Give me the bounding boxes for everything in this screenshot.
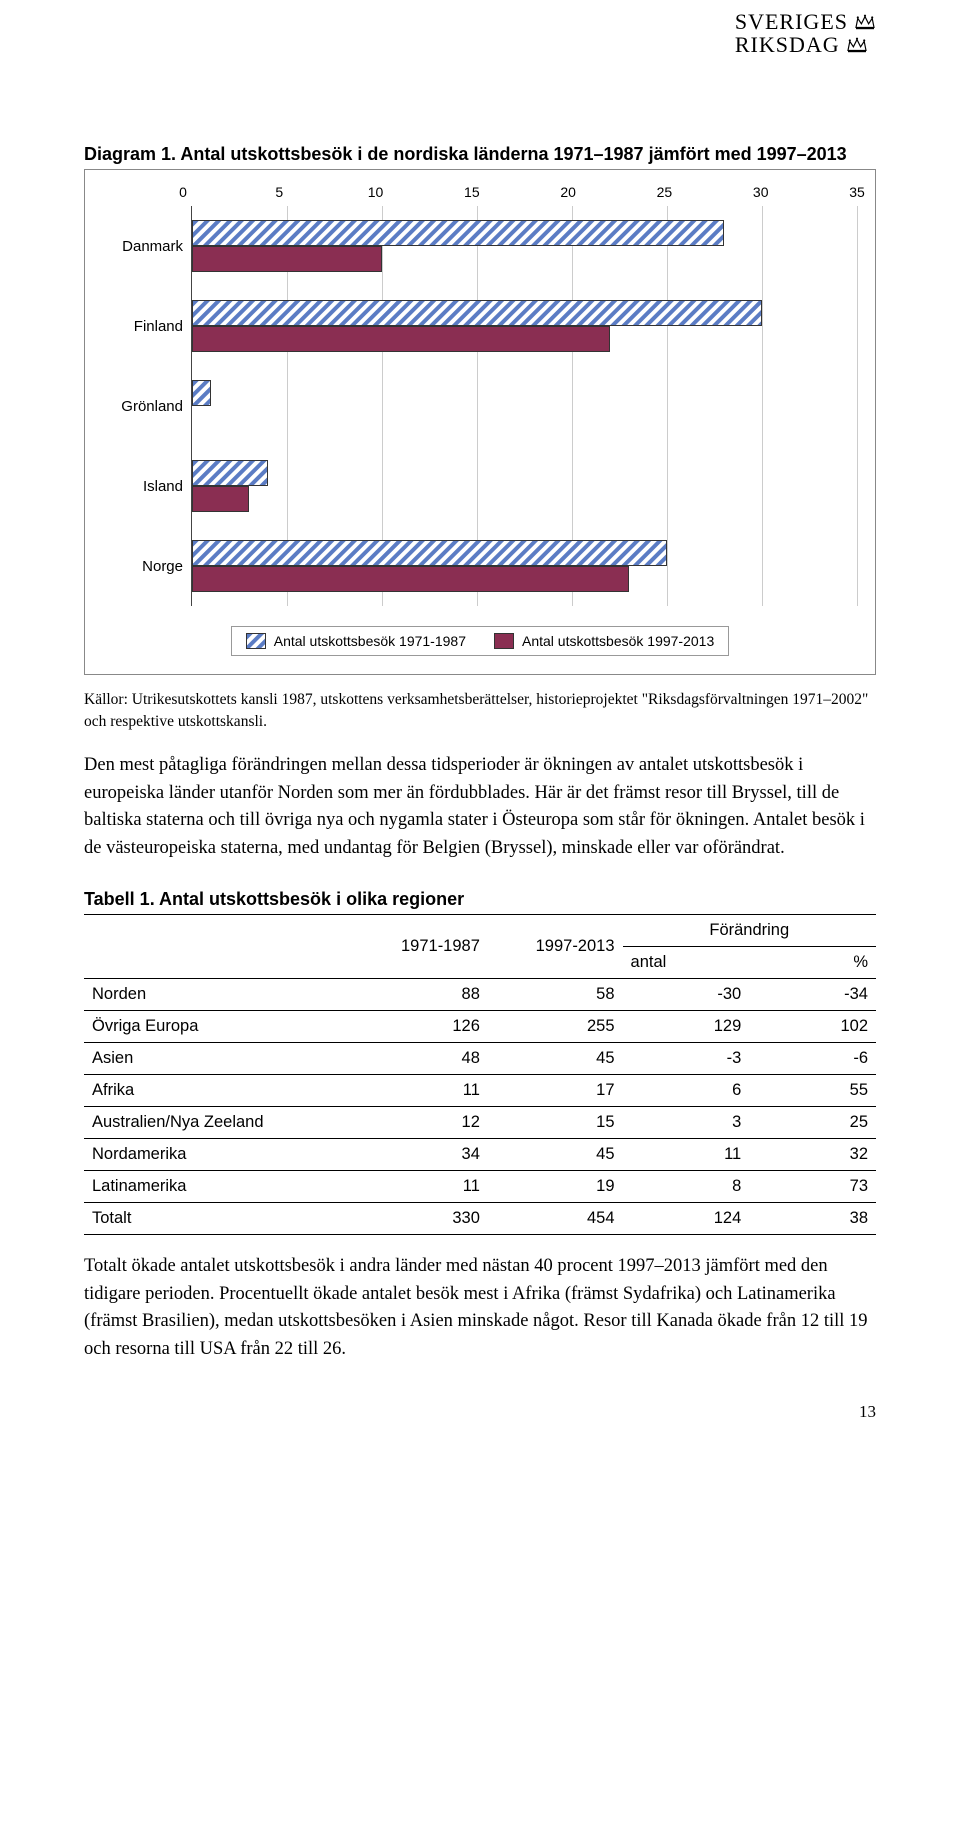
table-row: Totalt33045412438 <box>84 1202 876 1234</box>
table-cell: Norden <box>84 978 353 1010</box>
table-cell: Nordamerika <box>84 1138 353 1170</box>
table-header: Förändring <box>623 914 876 946</box>
table-cell: 25 <box>749 1106 876 1138</box>
table-cell: 19 <box>488 1170 623 1202</box>
legend-item: Antal utskottsbesök 1971-1987 <box>246 633 466 649</box>
source-line: Källor: Utrikesutskottets kansli 1987, u… <box>84 689 876 734</box>
table-cell: 17 <box>488 1074 623 1106</box>
x-tick-label: 10 <box>368 184 384 200</box>
table-cell: 15 <box>488 1106 623 1138</box>
logo-line2: RIKSDAG <box>735 33 840 56</box>
table-cell: 38 <box>749 1202 876 1234</box>
x-tick-label: 25 <box>657 184 673 200</box>
table-row: Nordamerika34451132 <box>84 1138 876 1170</box>
table-cell: 12 <box>353 1106 488 1138</box>
table-cell: 255 <box>488 1010 623 1042</box>
table-cell: Australien/Nya Zeeland <box>84 1106 353 1138</box>
x-tick-label: 35 <box>849 184 865 200</box>
table-title: Tabell 1. Antal utskottsbesök i olika re… <box>84 889 876 910</box>
table-header: 1971-1987 <box>353 914 488 978</box>
table-cell: 3 <box>623 1106 750 1138</box>
bar <box>192 246 382 272</box>
table-header <box>84 914 353 978</box>
table-cell: -34 <box>749 978 876 1010</box>
bar-group <box>192 526 857 606</box>
bar <box>192 486 249 512</box>
table-cell: 73 <box>749 1170 876 1202</box>
page-number: 13 <box>84 1402 876 1422</box>
legend-label: Antal utskottsbesök 1971-1987 <box>274 633 466 649</box>
category-label: Danmark <box>103 206 183 286</box>
bar-group <box>192 286 857 366</box>
table-cell: 48 <box>353 1042 488 1074</box>
table-cell: -6 <box>749 1042 876 1074</box>
table-cell: 8 <box>623 1170 750 1202</box>
table-header: 1997-2013 <box>488 914 623 978</box>
table-row: Australien/Nya Zeeland1215325 <box>84 1106 876 1138</box>
table-cell: Övriga Europa <box>84 1010 353 1042</box>
bar <box>192 566 629 592</box>
legend-item: Antal utskottsbesök 1997-2013 <box>494 633 714 649</box>
logo-line1: SVERIGES <box>735 10 848 33</box>
table-cell: 129 <box>623 1010 750 1042</box>
paragraph-1: Den mest påtagliga förändringen mellan d… <box>84 752 876 863</box>
table-cell: 454 <box>488 1202 623 1234</box>
table-cell: Asien <box>84 1042 353 1074</box>
table-cell: 11 <box>353 1170 488 1202</box>
table-cell: Totalt <box>84 1202 353 1234</box>
crown-icon <box>854 13 876 31</box>
category-label: Island <box>103 446 183 526</box>
diagram-1-chart: 0 5 10 15 20 25 30 35 DanmarkFinlandGrönlandIsl… <box>84 169 876 675</box>
bar <box>192 300 762 326</box>
x-tick-label: 5 <box>275 184 283 200</box>
table-cell: Afrika <box>84 1074 353 1106</box>
region-table: 1971-19871997-2013Förändringantal%Norden… <box>84 914 876 1235</box>
x-tick-label: 15 <box>464 184 480 200</box>
category-label: Grönland <box>103 366 183 446</box>
bar <box>192 380 211 406</box>
table-row: Latinamerika1119873 <box>84 1170 876 1202</box>
legend-label: Antal utskottsbesök 1997-2013 <box>522 633 714 649</box>
table-row: Norden8858-30-34 <box>84 978 876 1010</box>
table-cell: 45 <box>488 1138 623 1170</box>
bar <box>192 326 610 352</box>
x-tick-label: 0 <box>179 184 187 200</box>
table-cell: 55 <box>749 1074 876 1106</box>
table-cell: -30 <box>623 978 750 1010</box>
logo: SVERIGES RIKSDAG <box>735 10 876 56</box>
bar-group <box>192 206 857 286</box>
diagram-title: Diagram 1. Antal utskottsbesök i de nord… <box>84 144 876 165</box>
bar <box>192 540 667 566</box>
table-cell: 124 <box>623 1202 750 1234</box>
table-row: Afrika1117655 <box>84 1074 876 1106</box>
table-cell: 6 <box>623 1074 750 1106</box>
table-cell: 330 <box>353 1202 488 1234</box>
table-row: Övriga Europa126255129102 <box>84 1010 876 1042</box>
table-row: Asien4845-3-6 <box>84 1042 876 1074</box>
table-cell: 126 <box>353 1010 488 1042</box>
table-cell: Latinamerika <box>84 1170 353 1202</box>
chart-legend: Antal utskottsbesök 1971-1987 Antal utsko… <box>231 626 730 656</box>
crown-icon <box>846 36 868 54</box>
table-subheader: antal <box>623 946 750 978</box>
table-cell: 102 <box>749 1010 876 1042</box>
category-label: Norge <box>103 526 183 606</box>
paragraph-2: Totalt ökade antalet utskottsbesök i and… <box>84 1253 876 1364</box>
x-tick-label: 20 <box>560 184 576 200</box>
bar-group <box>192 446 857 526</box>
table-cell: 58 <box>488 978 623 1010</box>
table-cell: 45 <box>488 1042 623 1074</box>
bar-group <box>192 366 857 446</box>
bar <box>192 460 268 486</box>
table-cell: 88 <box>353 978 488 1010</box>
table-subheader: % <box>749 946 876 978</box>
table-cell: 34 <box>353 1138 488 1170</box>
table-cell: 11 <box>353 1074 488 1106</box>
table-cell: 11 <box>623 1138 750 1170</box>
table-cell: 32 <box>749 1138 876 1170</box>
bar <box>192 220 724 246</box>
category-label: Finland <box>103 286 183 366</box>
x-tick-label: 30 <box>753 184 769 200</box>
table-cell: -3 <box>623 1042 750 1074</box>
